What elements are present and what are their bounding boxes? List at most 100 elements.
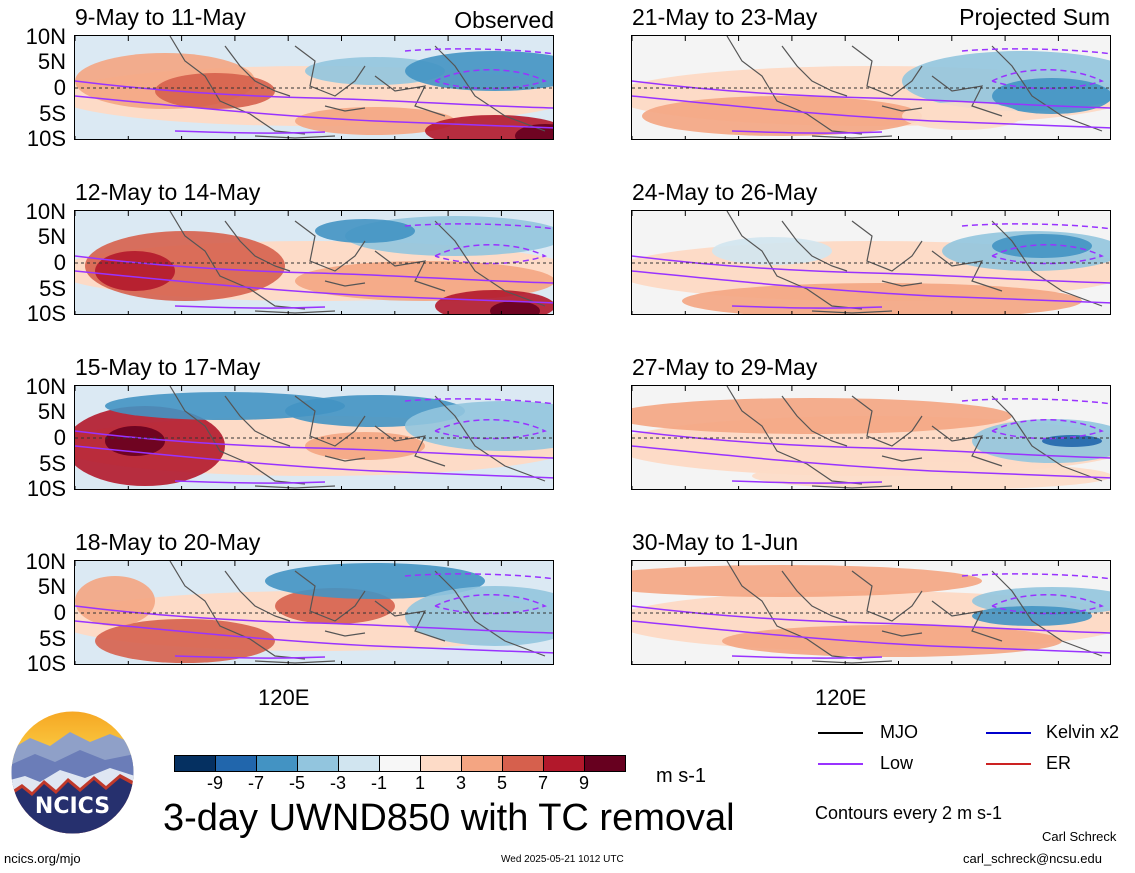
anomaly-region [405,51,553,91]
anomaly-region [682,283,1082,314]
anomaly-region [722,625,1062,657]
low-contour-negative [404,398,553,440]
panel-title-6: 24-May to 26-May [632,179,818,205]
panel-title-4: 18-May to 20-May [75,529,261,555]
anomaly-region [1042,435,1102,447]
map-field [632,386,1110,489]
y-tick-label: 10S [26,651,66,676]
low-contour-negative [961,398,1110,440]
y-tick-label: 0 [53,75,66,100]
anomaly-region [490,301,540,314]
y-tick-label: 10N [25,549,66,574]
footer-url: ncics.org/mjo [4,851,81,866]
map-field [75,386,553,489]
panel-title-7: 27-May to 29-May [632,354,818,380]
footer-email: carl_schreck@ncsu.edu [963,851,1102,866]
map-field [632,36,1110,139]
coastline [169,211,546,314]
anomaly-region [155,73,275,109]
footer-timestamp: Wed 2025-05-21 1012 UTC [501,854,624,865]
y-tick-label: 0 [53,250,66,275]
anomaly-region [75,576,155,626]
anomaly-region [315,219,415,243]
colorbar-tick-label: -7 [247,773,264,793]
map-field [632,211,1110,314]
legend-label-er: ER [1046,753,1072,773]
anomaly-region [902,102,1022,130]
colorbar-swatch [543,755,585,772]
y-tick-label: 5N [37,49,66,74]
panel-title-3: 15-May to 17-May [75,354,261,380]
x-tick-label-left: 120E [258,685,310,710]
panel-title-5: 21-May to 23-May [632,4,818,30]
colorbar-swatch [502,755,544,772]
legend-label-mjo: MJO [880,722,918,742]
low-contour [632,605,1110,659]
anomaly-region [972,606,1092,626]
colorbar-swatch [338,755,380,772]
colorbar-tick-label: 9 [578,773,589,793]
colorbar-unit: m s-1 [656,765,706,787]
low-contour-negative [404,223,553,265]
map-field [75,36,553,139]
y-tick-label: 10N [25,374,66,399]
legend-line-kelvin [986,732,1031,734]
anomaly-region [305,432,425,460]
panel-title-1: 9-May to 11-May [75,4,246,30]
panel-title-2: 12-May to 14-May [75,179,261,205]
anomaly-region [265,563,485,599]
legend-line-low [818,763,863,765]
y-tick-label: 0 [53,425,66,450]
low-contour [75,80,553,134]
low-contour-negative [961,48,1110,90]
colorbar-swatch [256,755,298,772]
map-panel-observed-4 [74,560,554,665]
anomaly-region [642,96,922,136]
colorbar-swatch [297,755,339,772]
coastline [726,36,1103,139]
map-panel-projected-3 [631,385,1111,490]
x-tick-label-right: 120E [815,685,867,710]
map-panel-projected-4 [631,560,1111,665]
map-panel-projected-2 [631,210,1111,315]
y-tick-label: 5S [39,451,66,476]
coastline [169,36,546,139]
colorbar-tick-label: -9 [206,773,223,793]
map-panel-observed-1 [74,35,554,140]
y-tick-label: 10N [25,199,66,224]
map-field [75,561,553,664]
colorbar-swatch [420,755,462,772]
y-tick-label: 5S [39,276,66,301]
low-contour [75,605,553,659]
panel-label-projected: Projected Sum [959,4,1110,30]
colorbar-tick-label: 7 [537,773,548,793]
low-contour-negative [404,48,553,90]
low-contour [632,430,1110,484]
contour-note: Contours every 2 m s-1 [815,803,1003,823]
colorbar-swatch [174,755,216,772]
colorbar-tick-label: 5 [496,773,507,793]
panel-label-observed: Observed [454,7,554,33]
y-tick-label: 5S [39,101,66,126]
legend-label-low: Low [880,753,914,773]
legend-line-er [986,763,1031,765]
colorbar-tick-label: -1 [370,773,387,793]
low-contour [632,80,1110,134]
anomaly-region [305,57,445,85]
colorbar-tick-label: 3 [455,773,466,793]
coastline [726,561,1103,664]
colorbar-tick-label: 1 [414,773,425,793]
legend-line-mjo [818,732,863,734]
colorbar-swatch [461,755,503,772]
y-tick-label: 5N [37,399,66,424]
anomaly-region [95,251,175,291]
anomaly-region [632,398,1012,434]
anomaly-region [992,234,1092,258]
colorbar-tick-label: -5 [288,773,305,793]
low-contour [75,255,553,309]
low-contour [632,255,1110,309]
anomaly-region [712,237,832,265]
coastline [169,386,546,489]
map-field [632,561,1110,664]
low-contour-negative [404,573,553,615]
